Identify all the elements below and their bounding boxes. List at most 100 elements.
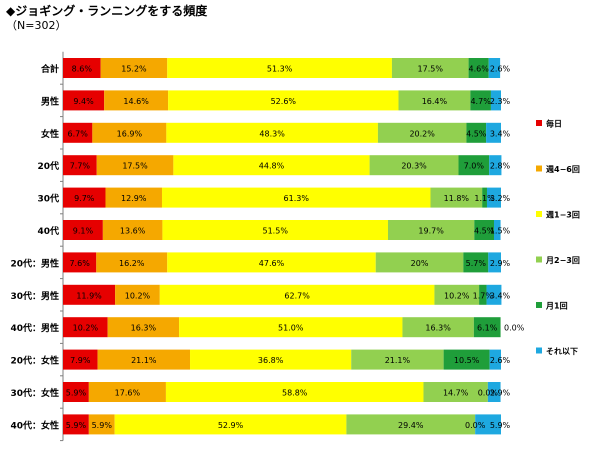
data-label: 2.6% [490,65,511,74]
category-label: 男性 [41,95,59,107]
data-label: 20% [411,259,429,268]
bar-segment [63,187,106,208]
data-label: 7.6% [69,259,90,268]
legend-swatch [536,347,542,354]
data-label: 0.0% [478,389,499,398]
bar-segment [63,252,97,273]
bar-segment [391,58,469,78]
bar-segment [114,414,347,435]
category-label: 30代 [37,193,59,205]
bar-segment [468,58,489,78]
bar-segment [173,155,370,176]
data-label: 11.8% [444,194,470,203]
data-label: 58.8% [282,389,308,398]
data-label: 19.7% [418,227,444,236]
data-label: 51.0% [278,324,304,333]
data-label: 11.9% [76,291,102,300]
bar-segment [466,122,487,143]
data-label: 16.2% [119,259,145,268]
data-label: 1.1% [474,194,495,203]
data-label: 14.7% [443,389,469,398]
bar-segment [88,382,166,402]
category-label: 40代：女性 [10,419,59,431]
bar-segment [92,122,167,143]
bar-segment [387,220,475,240]
legend-label: 月2−3回 [545,256,580,265]
data-label: 2.3% [490,97,511,106]
data-label: 2.9% [490,259,511,268]
legend-swatch [536,165,542,172]
bar-segment [165,382,424,402]
data-label: 16.9% [117,129,143,138]
bar-segment [63,122,93,143]
bar-segment [443,349,490,370]
data-label: 6.7% [68,129,89,138]
bar-segment [102,220,163,240]
data-label: 15.2% [121,65,147,74]
legend-label: 月1回 [545,302,568,311]
bar-segment [430,187,483,208]
category-label: 20代：女性 [10,355,59,367]
bar-segment [63,414,89,435]
data-label: 21.1% [131,356,157,365]
data-label: 52.6% [271,97,297,106]
data-label: 4.5% [474,227,495,236]
category-label: 20代：男性 [10,257,59,269]
category-label: 20代 [37,160,59,172]
legend-swatch [536,302,542,308]
data-label: 4.6% [468,65,489,74]
data-label: 7.0% [464,162,485,171]
legend-swatch [536,120,542,126]
data-label: 3.2% [490,194,511,203]
bar-segment [377,122,467,143]
data-label: 36.8% [258,356,284,365]
data-label: 13.6% [120,227,146,236]
data-label: 29.4% [398,421,424,430]
legend-label: 週1−3回 [546,211,580,220]
bar-segment [166,122,378,143]
bar-segment [96,155,174,176]
bar-segment [479,284,487,305]
bar-segment [96,252,168,273]
category-label: 40代：男性 [10,322,59,334]
data-label: 51.5% [263,227,289,236]
bar-segment [63,349,98,370]
data-label: 12.9% [121,194,147,203]
data-label: 9.4% [73,97,94,106]
data-label: 17.5% [418,65,444,74]
legend-label: 週4−6回 [546,165,580,174]
bar-segment [488,252,501,273]
bar-segment [63,284,116,305]
bar-segment [490,90,501,111]
data-label: 21.1% [385,356,411,365]
bar-segment [179,317,403,338]
bar-segment [346,414,476,435]
legend-swatch [536,211,542,217]
bar-segment [161,187,431,208]
bar-segment [88,414,115,435]
data-label: 44.8% [259,162,285,171]
bar-segment [97,349,191,370]
bar-segment [458,155,490,176]
bar-segment [487,382,501,402]
data-label: 48.3% [259,129,285,138]
data-label: 0.0% [465,421,486,430]
data-label: 51.3% [267,65,293,74]
data-label: 62.7% [284,291,310,300]
data-label: 3.4% [490,129,511,138]
bar-segment [486,187,501,208]
data-label: 5.9% [92,421,113,430]
data-label: 5.9% [66,389,87,398]
data-label: 2.9% [490,389,511,398]
bar-segment [474,220,494,240]
bar-segment [63,317,108,338]
data-label: 9.1% [73,227,94,236]
chart-title: ◆ジョギング・ランニングをする頻度 [6,4,208,18]
category-label: 合計 [41,63,59,75]
bar-segment [473,317,501,338]
bar-segment [398,90,471,111]
category-label: 女性 [41,128,59,140]
data-label: 3.4% [490,291,511,300]
bar-segment [107,317,180,338]
